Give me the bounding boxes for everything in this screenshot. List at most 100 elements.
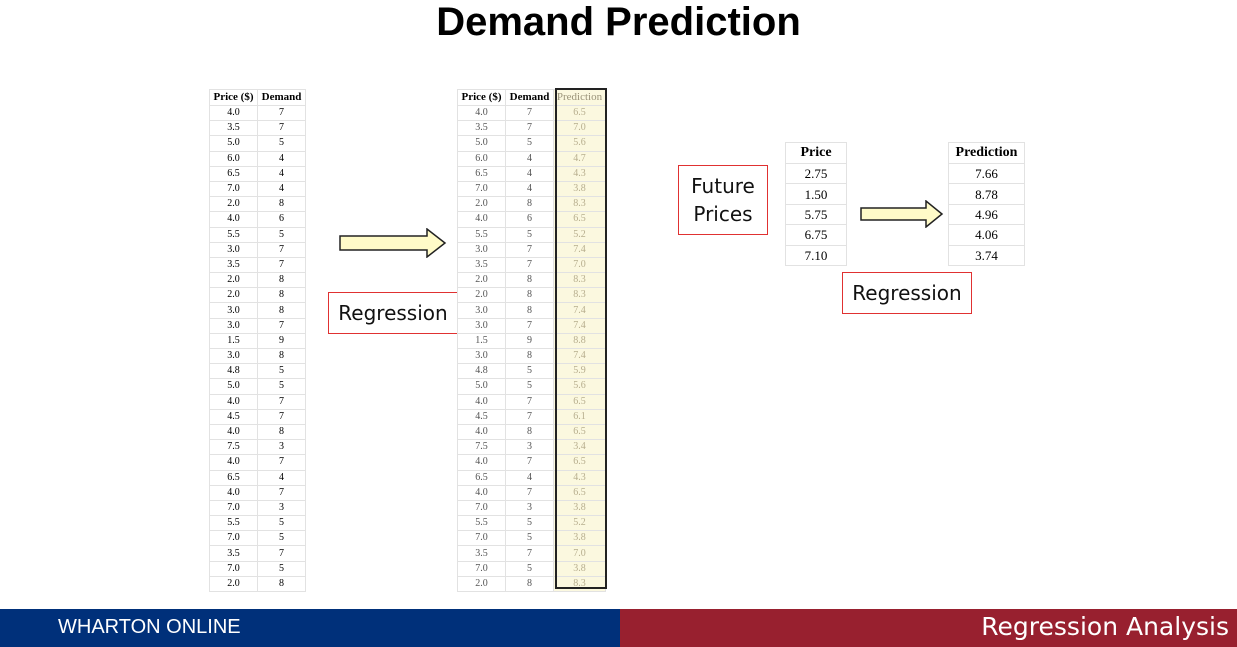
price-cell: 7.0 (209, 499, 258, 517)
demand-cell: 8 (257, 302, 306, 319)
table-row: 5.0 5 5.6 (457, 378, 606, 395)
footer-course-title: Regression Analysis (620, 609, 1237, 647)
column-header-price: Price ($) (457, 89, 506, 106)
demand-cell: 8 (257, 287, 306, 304)
table-row: 1.50 (785, 183, 847, 205)
future-prediction-cell: 8.78 (948, 183, 1025, 205)
price-cell: 5.0 (457, 378, 506, 395)
table-row: 4.06 (948, 224, 1025, 246)
table-row: 3.0 7 7.4 (457, 317, 606, 334)
table-row: 7.5 3 3.4 (457, 439, 606, 456)
future-prediction-cell: 4.96 (948, 203, 1025, 226)
price-cell: 4.0 (457, 104, 506, 122)
prediction-cell: 5.2 (553, 515, 606, 532)
table-row: 3.5 7 (209, 120, 306, 137)
table-row: 6.0 4 4.7 (457, 150, 606, 167)
prediction-cell: 5.9 (553, 363, 606, 380)
table-row: 5.75 (785, 203, 847, 226)
future-prediction-cell: 7.66 (948, 162, 1025, 185)
table-row: 4.0 7 (209, 454, 306, 471)
demand-cell: 5 (257, 560, 306, 577)
prediction-cell: 7.4 (553, 241, 606, 258)
table-row: 4.0 7 6.5 (457, 454, 606, 471)
demand-cell: 6 (257, 211, 306, 228)
table-row: 4.0 8 (209, 423, 306, 441)
table-row: 3.0 8 7.4 (457, 347, 606, 365)
demand-cell: 8 (257, 196, 306, 213)
demand-cell: 5 (257, 515, 306, 532)
table-row: 6.75 (785, 224, 847, 246)
table-row: 6.5 4 (209, 165, 306, 182)
price-cell: 2.0 (209, 272, 258, 289)
price-cell: 4.8 (457, 363, 506, 380)
table-row: 7.66 (948, 162, 1025, 185)
price-cell: 3.5 (457, 256, 506, 274)
table-row: 6.5 4 4.3 (457, 165, 606, 182)
regression-label-left: Regression (328, 292, 458, 334)
table-row: 5.0 5 5.6 (457, 135, 606, 152)
table-row: 7.0 3 3.8 (457, 499, 606, 517)
prediction-cell: 6.5 (553, 423, 606, 441)
table-row: 4.96 (948, 203, 1025, 226)
future-prediction-cell: 4.06 (948, 224, 1025, 246)
prediction-cell: 6.5 (553, 393, 606, 410)
demand-cell: 7 (257, 317, 306, 334)
price-cell: 3.0 (457, 317, 506, 334)
price-cell: 6.5 (209, 165, 258, 182)
demand-cell: 7 (505, 408, 554, 425)
table-row: 5.5 5 5.2 (457, 515, 606, 532)
price-cell: 3.5 (209, 256, 258, 274)
demand-cell: 7 (505, 484, 554, 501)
demand-cell: 3 (505, 499, 554, 517)
price-cell: 5.0 (209, 135, 258, 152)
table-row: 3.0 7 (209, 317, 306, 334)
demand-cell: 5 (257, 135, 306, 152)
demand-cell: 8 (257, 423, 306, 441)
table-row: 7.0 5 3.8 (457, 560, 606, 577)
prediction-cell: 6.5 (553, 454, 606, 471)
price-cell: 4.0 (209, 211, 258, 228)
price-cell: 7.0 (457, 560, 506, 577)
price-demand-table-body: 4.0 7 3.5 7 5.0 5 6.0 4 6.5 4 7.0 4 2.0 8 4.0 6 5.5 5 3.0 7… (209, 104, 306, 593)
demand-cell: 7 (257, 104, 306, 122)
demand-cell: 4 (257, 150, 306, 167)
table-row: 4.0 7 (209, 104, 306, 122)
price-cell: 3.0 (209, 302, 258, 319)
demand-cell: 8 (257, 575, 306, 593)
price-cell: 7.0 (457, 530, 506, 547)
demand-cell: 7 (505, 317, 554, 334)
demand-cell: 8 (257, 272, 306, 289)
table-row: 4.0 7 6.5 (457, 484, 606, 501)
table-row: 3.5 7 7.0 (457, 256, 606, 274)
prediction-cell: 7.4 (553, 302, 606, 319)
price-cell: 4.0 (209, 104, 258, 122)
column-header-demand: Demand (257, 89, 306, 106)
prediction-cell: 4.3 (553, 165, 606, 182)
table-row: 6.5 4 (209, 469, 306, 486)
table-row: 5.5 5 5.2 (457, 226, 606, 243)
price-cell: 4.0 (209, 393, 258, 410)
demand-cell: 4 (257, 469, 306, 486)
right-arrow-icon (339, 228, 447, 258)
demand-cell: 8 (505, 423, 554, 441)
table-row: 3.0 8 (209, 302, 306, 319)
price-cell: 4.0 (457, 423, 506, 441)
price-cell: 7.5 (457, 439, 506, 456)
price-cell: 5.0 (209, 378, 258, 395)
price-cell: 3.0 (209, 347, 258, 365)
future-price-cell: 5.75 (785, 203, 847, 226)
table-row: 2.0 8 8.3 (457, 575, 606, 593)
price-cell: 3.0 (457, 241, 506, 258)
price-cell: 4.0 (209, 484, 258, 501)
future-prediction-table-body: 7.66 8.78 4.96 4.06 3.74 (948, 162, 1025, 266)
table-row: 4.0 7 6.5 (457, 393, 606, 410)
demand-cell: 5 (505, 363, 554, 380)
table-row: 3.0 8 7.4 (457, 302, 606, 319)
table-row: 4.0 8 6.5 (457, 423, 606, 441)
price-cell: 7.5 (209, 439, 258, 456)
price-cell: 6.5 (457, 469, 506, 486)
price-cell: 5.5 (457, 515, 506, 532)
price-cell: 7.0 (457, 499, 506, 517)
future-price-cell: 2.75 (785, 162, 847, 185)
prediction-cell: 8.3 (553, 272, 606, 289)
